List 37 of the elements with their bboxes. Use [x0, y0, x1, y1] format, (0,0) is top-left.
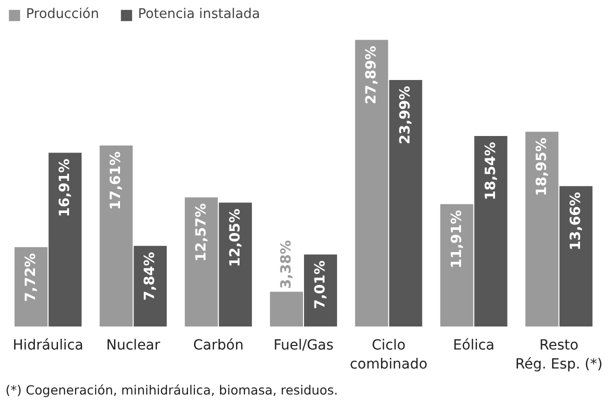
- x-tick-label: Hidráulica: [12, 338, 84, 354]
- data-label: 7,72%: [23, 253, 40, 302]
- bar: [270, 292, 303, 326]
- legend-label: Potencia instalada: [138, 7, 260, 22]
- bar: [100, 146, 133, 326]
- x-tick-label: Fuel/Gas: [273, 338, 334, 354]
- bar: [559, 186, 592, 326]
- data-label: 3,38%: [278, 240, 294, 289]
- data-label: 7,01%: [312, 260, 329, 310]
- data-label: 7,84%: [142, 252, 158, 301]
- bar: [184, 197, 218, 326]
- data-label: 18,54%: [482, 142, 499, 200]
- x-tick-label: Ciclo combinado: [350, 338, 428, 373]
- x-tick-label: Carbón: [193, 338, 244, 354]
- bar: [218, 202, 252, 326]
- legend-label: Producción: [26, 7, 100, 22]
- data-label: 13,66%: [568, 192, 584, 250]
- data-label: 12,57%: [193, 203, 210, 262]
- x-tick-label: Eólica: [453, 338, 495, 354]
- data-label: 11,91%: [448, 210, 465, 268]
- bar: [14, 247, 48, 326]
- bar: [48, 152, 82, 326]
- x-tick-label: Resto Rég. Esp. (*): [515, 338, 603, 373]
- text: (*) Cogeneración, minihidráulica, biomasa, residuos.: [6, 382, 338, 398]
- data-label: 16,91%: [57, 158, 74, 218]
- bar: [355, 40, 388, 326]
- bar: [389, 80, 422, 326]
- bar: [134, 246, 167, 326]
- x-tick-label: Nuclear: [106, 338, 160, 354]
- bar: [474, 136, 508, 326]
- bar: [440, 204, 474, 326]
- data-label: 18,95%: [534, 138, 550, 196]
- data-label: 27,89%: [364, 46, 380, 104]
- data-label: 12,05%: [227, 208, 244, 267]
- data-label: 23,99%: [398, 86, 414, 144]
- data-label: 17,61%: [108, 152, 124, 210]
- bar: [525, 132, 558, 326]
